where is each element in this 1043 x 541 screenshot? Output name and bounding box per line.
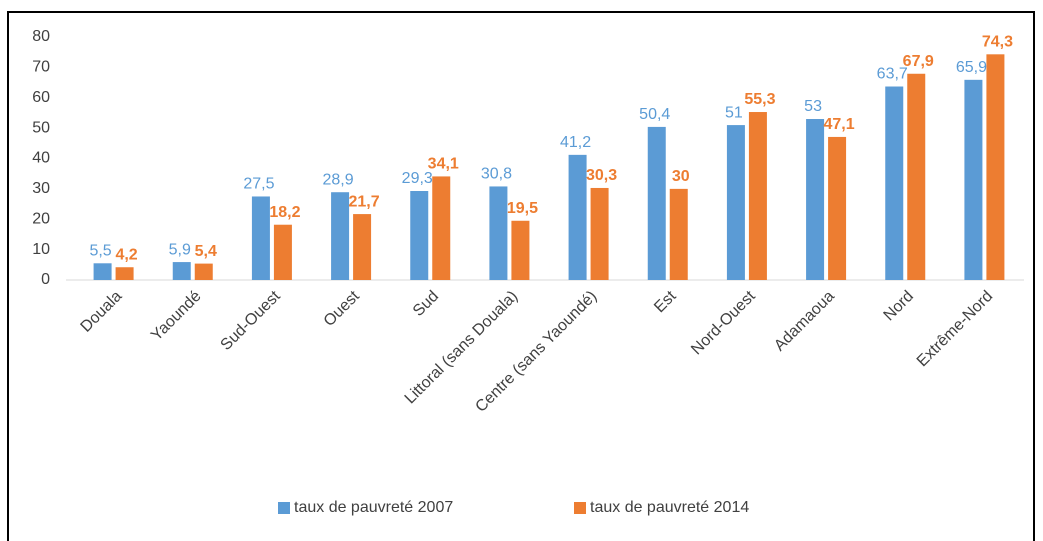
bar	[273, 224, 292, 280]
data-label: 41,2	[560, 134, 591, 151]
bar	[647, 126, 666, 280]
legend-swatch	[574, 502, 586, 514]
bar	[432, 176, 451, 280]
data-label: 55,3	[744, 91, 775, 108]
legend-label: taux de pauvreté 2007	[294, 499, 453, 516]
data-label: 4,2	[115, 246, 137, 263]
data-label: 21,7	[349, 193, 380, 210]
data-label: 53	[804, 98, 822, 115]
y-tick-label: 60	[32, 89, 50, 106]
bar	[885, 86, 904, 280]
bar	[669, 188, 688, 280]
bar	[511, 220, 530, 280]
y-tick-label: 50	[32, 119, 50, 136]
data-label: 27,5	[243, 176, 274, 193]
bar	[806, 119, 825, 280]
bar	[828, 136, 847, 280]
bar	[907, 73, 926, 280]
bar	[748, 112, 767, 281]
data-label: 30,3	[586, 167, 617, 184]
data-label: 19,5	[507, 200, 538, 217]
bar	[115, 267, 134, 280]
data-label: 30	[672, 168, 690, 185]
data-label: 50,4	[639, 106, 670, 123]
y-tick-label: 70	[32, 59, 50, 76]
legend-swatch	[278, 502, 290, 514]
bar	[93, 263, 112, 280]
bar	[489, 186, 508, 280]
data-label: 67,9	[903, 53, 934, 70]
bar	[568, 154, 587, 280]
data-label: 5,9	[169, 241, 191, 258]
data-label: 34,1	[428, 156, 459, 173]
bar	[172, 262, 191, 280]
data-label: 47,1	[824, 116, 855, 133]
y-tick-label: 40	[32, 150, 50, 167]
bar	[964, 79, 983, 280]
legend-label: taux de pauvreté 2014	[590, 499, 749, 516]
data-label: 5,4	[195, 243, 217, 260]
y-tick-label: 30	[32, 180, 50, 197]
bar	[194, 263, 213, 280]
data-label: 28,9	[323, 171, 354, 188]
y-tick-label: 0	[41, 271, 50, 288]
bar	[410, 191, 429, 280]
y-tick-label: 20	[32, 210, 50, 227]
y-tick-label: 80	[32, 28, 50, 45]
bar	[590, 187, 609, 280]
data-label: 74,3	[982, 34, 1013, 51]
data-label: 51	[725, 104, 743, 121]
data-label: 63,7	[877, 66, 908, 83]
bar	[986, 54, 1005, 280]
bar	[251, 196, 270, 280]
data-label: 65,9	[956, 59, 987, 76]
bar	[726, 125, 745, 281]
data-label: 30,8	[481, 166, 512, 183]
bar	[331, 192, 350, 280]
data-label: 5,5	[89, 243, 111, 260]
bar	[353, 214, 372, 280]
data-label: 29,3	[402, 170, 433, 187]
y-tick-label: 10	[32, 241, 50, 258]
data-label: 18,2	[269, 204, 300, 221]
